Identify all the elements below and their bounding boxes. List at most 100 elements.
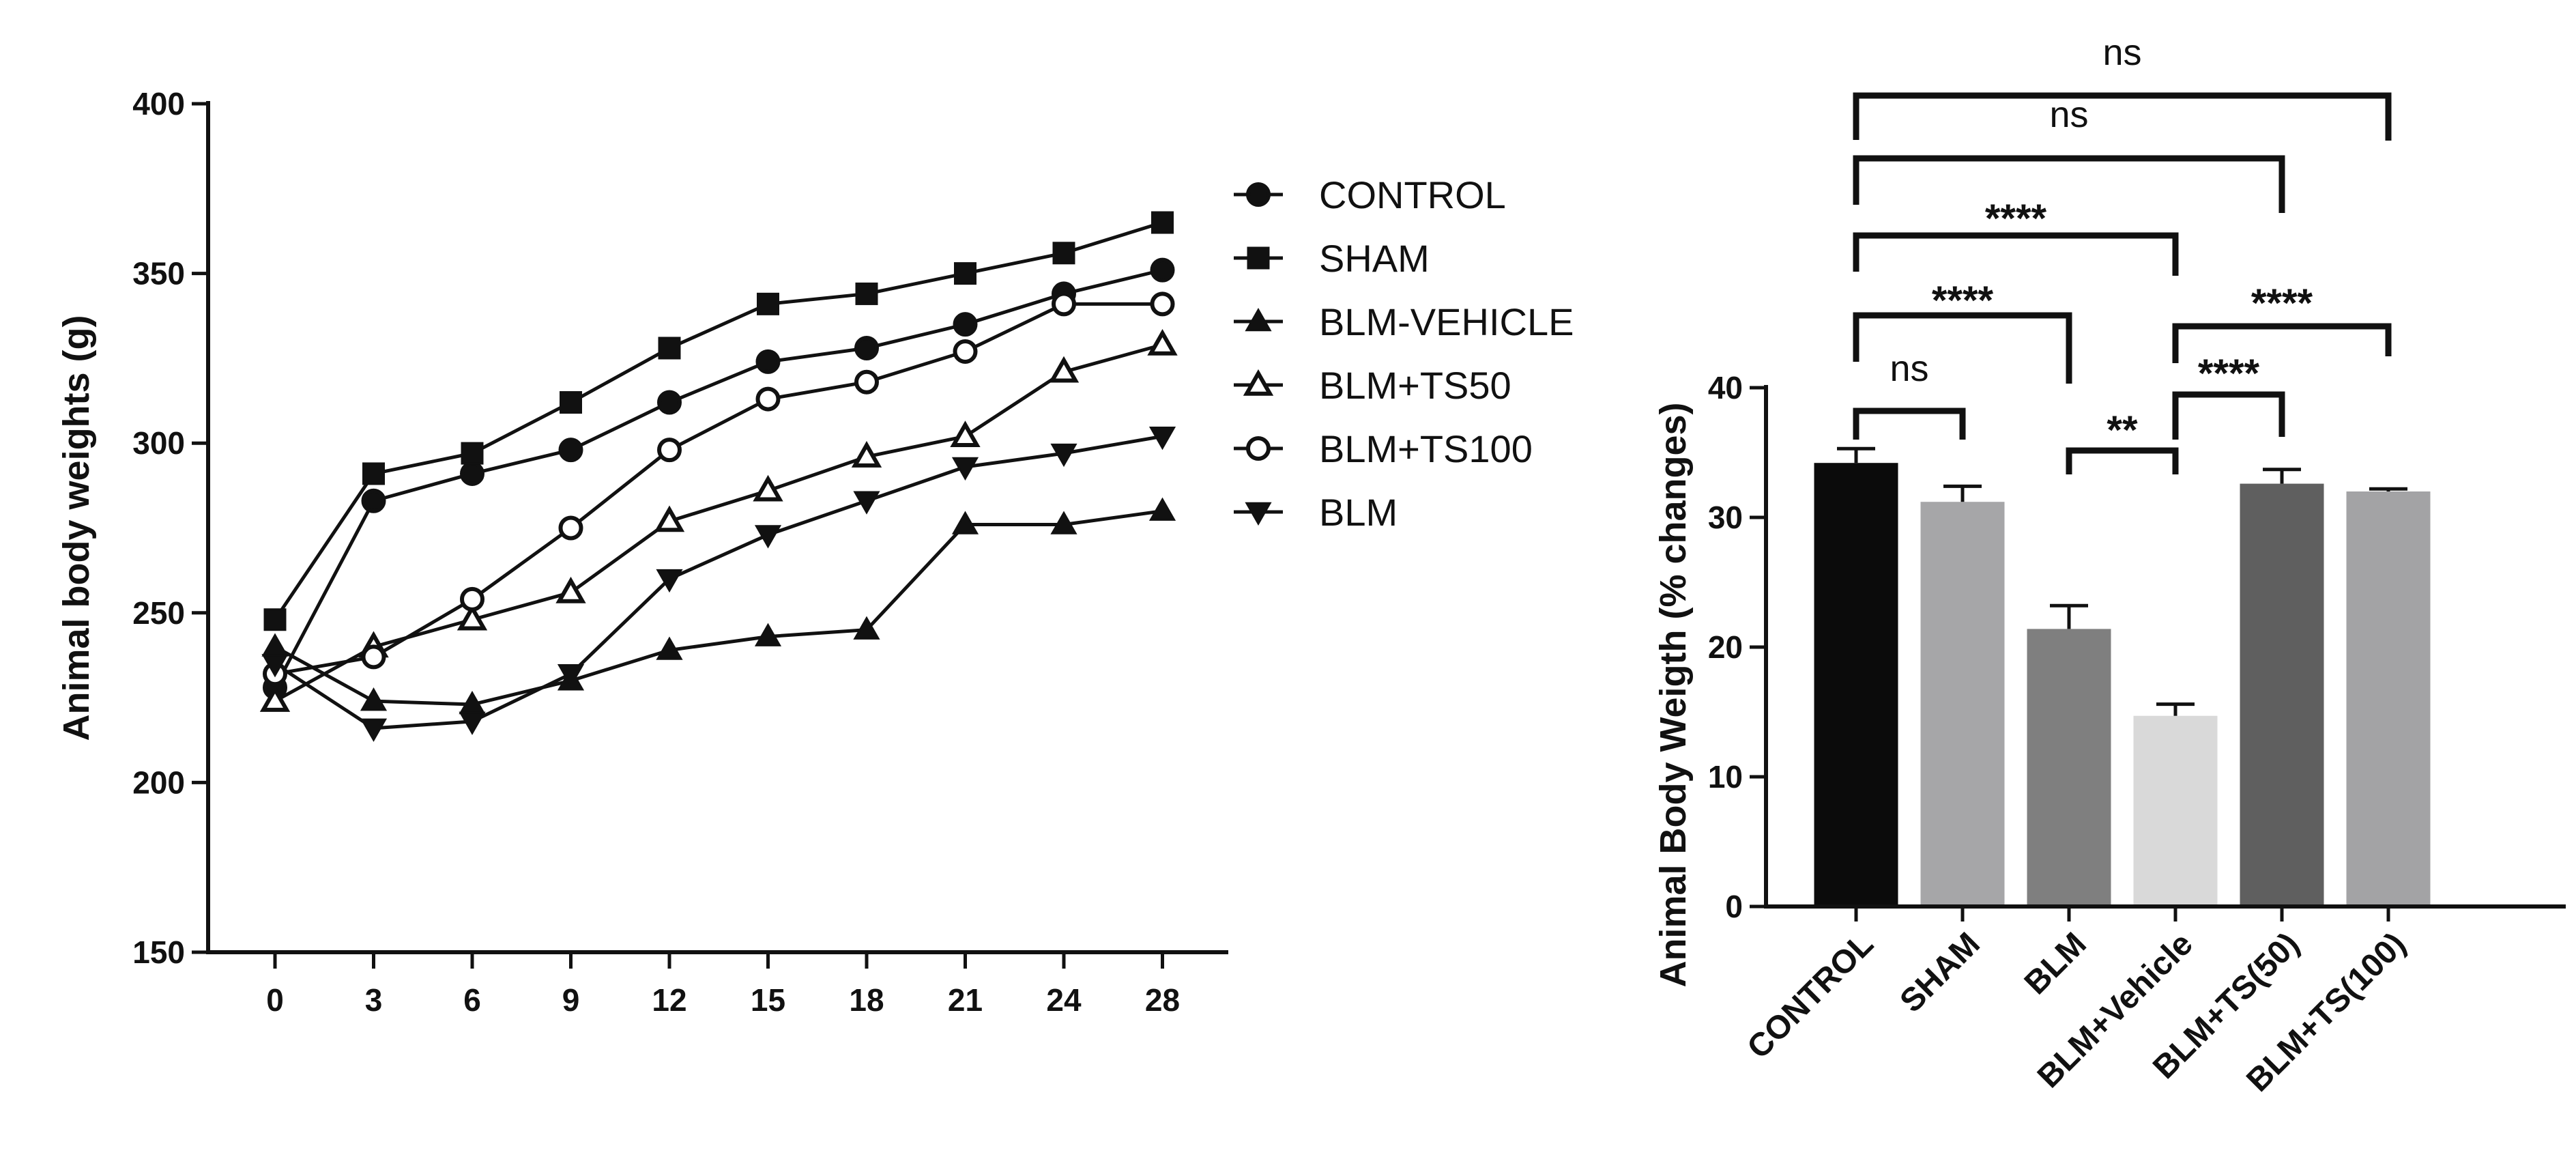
series-line-sham	[273, 220, 1163, 621]
significance-bracket	[2066, 447, 2179, 474]
x-tick-label: 24	[1046, 982, 1082, 1018]
data-point	[755, 386, 781, 412]
y-tick-label: 350	[132, 256, 185, 291]
bar	[2240, 483, 2324, 906]
x-tick-label: 9	[562, 982, 580, 1018]
y-tick-label: 40	[1708, 370, 1743, 405]
x-tick-label: 0	[266, 982, 284, 1018]
legend-marker	[1243, 369, 1274, 396]
data-point	[755, 349, 781, 374]
data-point	[657, 390, 682, 415]
significance-bracket	[1853, 408, 1966, 440]
data-point	[1050, 511, 1077, 534]
data-point	[953, 312, 978, 337]
significance-label: ****	[2198, 352, 2260, 396]
y-tick-label: 150	[132, 934, 185, 970]
y-axis-title: Animal body weights (g)	[56, 315, 97, 741]
y-tick-label: 20	[1708, 629, 1743, 665]
y-tick-label: 0	[1725, 889, 1743, 924]
significance-label: ****	[1985, 197, 2047, 241]
series-line-blm-ts50	[274, 343, 1163, 703]
data-point	[1052, 291, 1076, 317]
data-point	[953, 339, 978, 364]
data-point	[558, 438, 583, 463]
data-point	[950, 420, 981, 448]
x-tick-label: 12	[652, 982, 686, 1018]
legend-marker	[1245, 307, 1272, 332]
legend-label: BLM+TS50	[1319, 364, 1511, 407]
y-tick-label: 300	[132, 425, 185, 461]
line-chart: 150 200 250 300 350 400 0 3 6 9 12 15 18 21 24 28 Animal…	[56, 86, 1574, 1018]
bar	[2027, 629, 2111, 906]
y-tick-label: 10	[1708, 759, 1743, 795]
y-tick-label: 30	[1708, 500, 1743, 535]
data-point	[1050, 443, 1077, 468]
y-tick-label: 250	[132, 595, 185, 631]
legend-marker	[1246, 182, 1271, 207]
series-line-blm	[274, 434, 1163, 730]
data-point	[654, 505, 685, 532]
data-point	[263, 608, 287, 631]
data-point	[461, 442, 484, 465]
data-point	[361, 644, 386, 670]
significance-label: ns	[1890, 348, 1928, 389]
data-point	[261, 633, 289, 657]
data-point	[460, 586, 484, 612]
y-tick-label: 200	[132, 765, 185, 800]
data-point	[261, 654, 289, 678]
significance-bracket	[1853, 92, 2392, 141]
legend-label: BLM-VEHICLE	[1319, 300, 1574, 343]
data-point	[558, 515, 583, 541]
bar	[1814, 463, 1898, 906]
y-axis-title: Animal Body Weigth (% changes)	[1653, 402, 1694, 987]
legend-label: BLM+TS100	[1319, 427, 1533, 470]
series-line-control	[273, 268, 1163, 689]
significance-bracket	[2172, 323, 2392, 363]
bar	[2133, 715, 2218, 906]
x-tick-label: 21	[948, 982, 983, 1018]
legend-marker	[1247, 246, 1270, 270]
data-point	[754, 623, 782, 646]
data-point	[1150, 257, 1175, 283]
data-point	[656, 569, 683, 593]
data-point	[362, 462, 385, 485]
data-point	[757, 292, 779, 315]
data-point	[360, 718, 388, 742]
legend-marker	[1246, 436, 1271, 461]
data-point	[1052, 242, 1075, 265]
data-point	[657, 438, 682, 463]
data-point	[954, 262, 976, 285]
legend-label: BLM	[1319, 491, 1398, 534]
data-point	[656, 636, 683, 660]
data-point	[753, 474, 783, 502]
x-tick-label: 28	[1145, 982, 1180, 1018]
significance-label: ns	[2049, 94, 2088, 135]
data-point	[851, 441, 882, 468]
data-point	[853, 491, 880, 515]
data-point	[658, 337, 681, 360]
x-tick-label: 18	[849, 982, 884, 1018]
significance-label: ns	[2102, 32, 2141, 73]
significance-label: **	[2107, 408, 2138, 453]
data-point	[457, 603, 488, 631]
significance-label: ****	[1932, 278, 1994, 323]
data-point	[555, 576, 586, 603]
data-point	[855, 282, 878, 305]
data-point	[560, 391, 582, 414]
series-line-blm-ts100	[274, 302, 1163, 676]
data-point	[259, 685, 291, 712]
series-line-blm-vehicle	[274, 509, 1163, 706]
x-category-label: SHAM	[1893, 926, 1986, 1019]
data-point	[951, 511, 979, 534]
data-point	[1150, 291, 1175, 317]
x-category-label: BLM	[2018, 926, 2094, 1001]
bar	[1920, 502, 2005, 906]
legend-label: CONTROL	[1319, 173, 1506, 216]
data-point	[1048, 356, 1080, 383]
data-point	[361, 488, 386, 513]
significance-bracket	[1853, 155, 2285, 213]
y-tick-label: 400	[132, 86, 185, 122]
data-point	[1148, 427, 1176, 451]
